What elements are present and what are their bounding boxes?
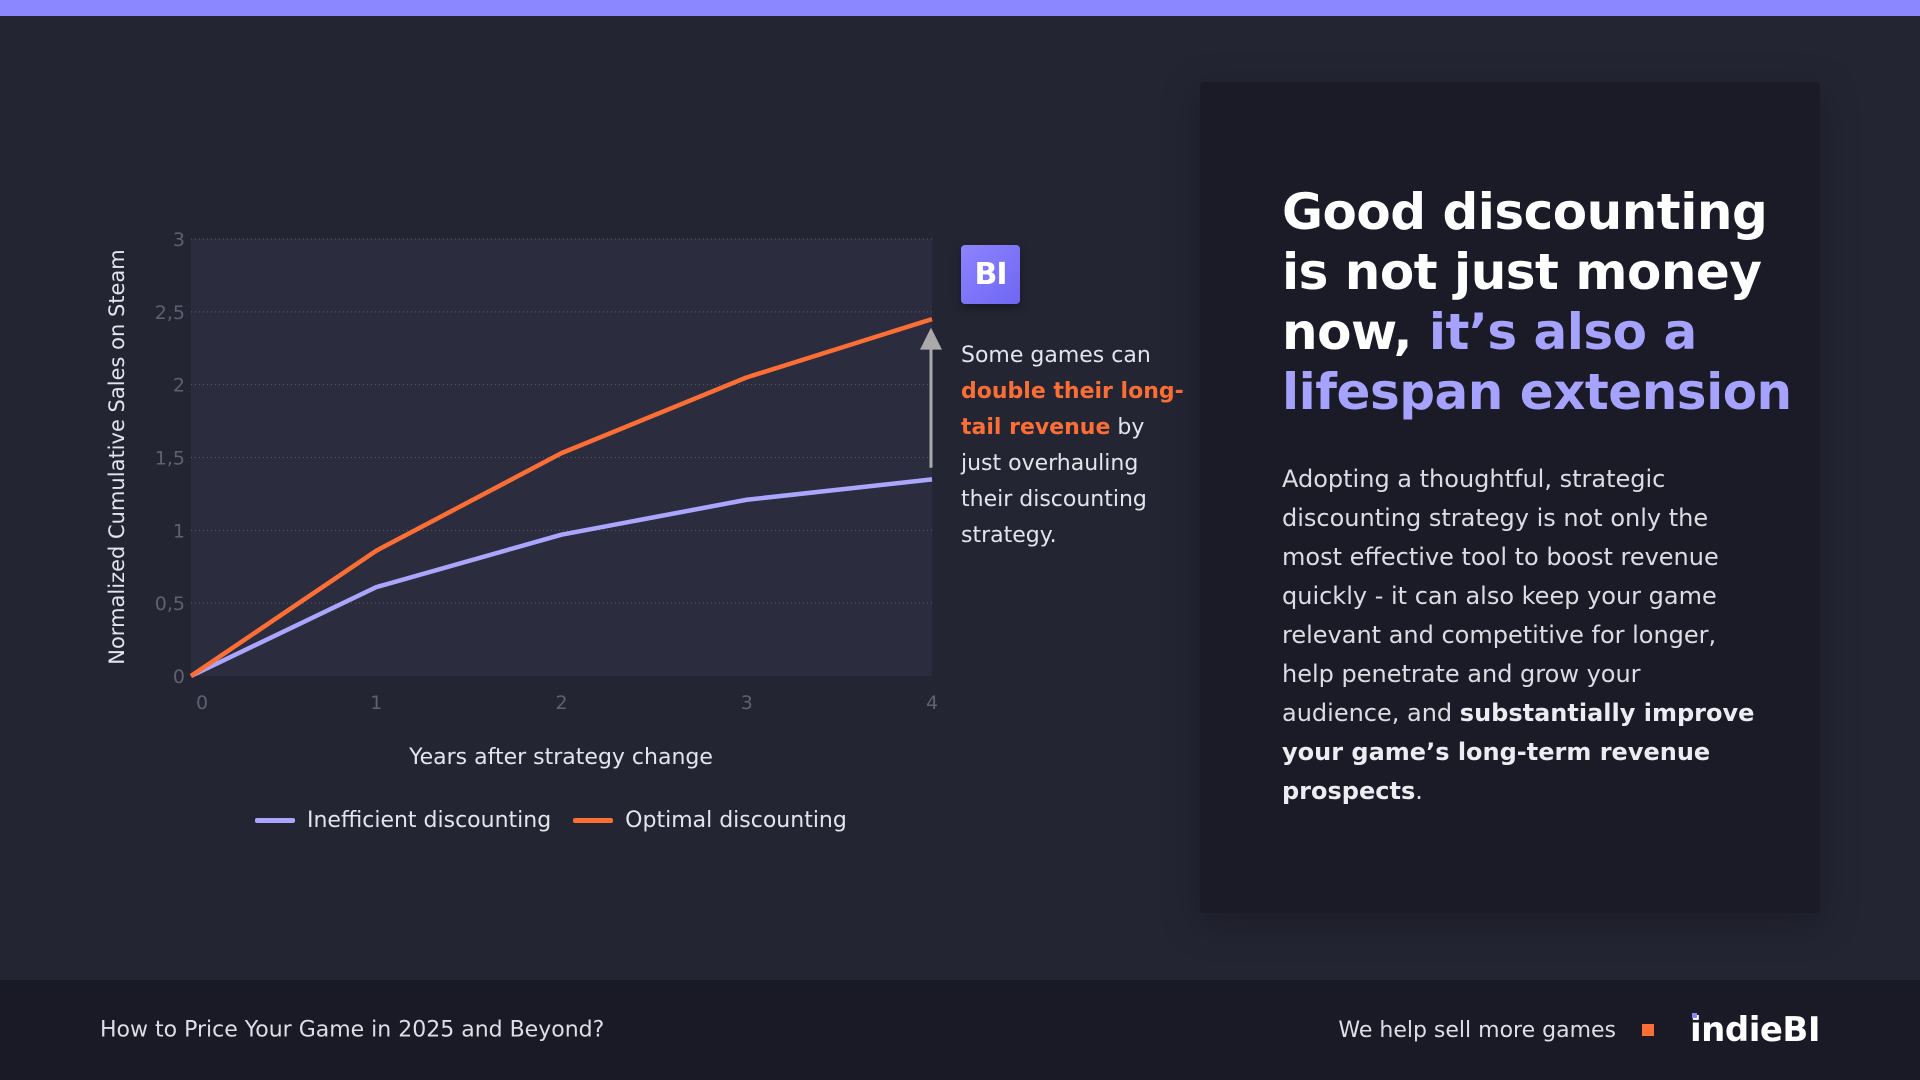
orange-square-icon <box>1642 1024 1655 1036</box>
annotation-highlight: double their long-tail revenue <box>961 379 1184 440</box>
x-tick-label: 0 <box>196 692 208 714</box>
x-tick-label: 4 <box>926 692 938 714</box>
legend-label: Optimal discounting <box>625 808 847 833</box>
headline-accent: it’s also a lifespan extension <box>1282 303 1792 421</box>
y-tick-label: 3 <box>173 229 185 251</box>
chart-annotation: Some games can double their long-tail re… <box>961 338 1191 554</box>
legend-swatch-inefficient <box>255 818 295 823</box>
x-tick-label: 1 <box>370 692 382 714</box>
footer-tagline: We help sell more games <box>1338 1017 1617 1043</box>
y-tick-label: 2 <box>173 375 185 397</box>
body-regular: Adopting a thoughtful, strategic discoun… <box>1282 465 1719 727</box>
indiebi-logo-icon: BI <box>961 245 1020 304</box>
panel-headline: Good discounting is not just money now, … <box>1282 182 1802 422</box>
x-tick-label: 3 <box>741 692 753 714</box>
y-tick-label: 2,5 <box>155 302 185 324</box>
annotation-text: Some games can <box>961 343 1151 368</box>
y-tick-label: 1 <box>173 520 185 542</box>
indiebi-wordmark[interactable]: indieBI <box>1690 1010 1820 1050</box>
legend-label: Inefficient discounting <box>307 808 552 833</box>
body-bold: substantially improve your game’s long-t… <box>1282 699 1755 805</box>
plot-background <box>191 239 932 676</box>
series-line <box>189 316 933 678</box>
y-tick-label: 0,5 <box>155 593 185 615</box>
x-tick-label: 2 <box>555 692 567 714</box>
series-line <box>190 477 933 679</box>
headline-main: Good discounting is not just money now, <box>1282 183 1768 361</box>
y-tick-label: 1,5 <box>155 448 185 470</box>
panel-body: Adopting a thoughtful, strategic discoun… <box>1282 460 1762 811</box>
line-chart-plot: 0 0,5 1 1,5 2 2,5 3 0 1 2 3 4 <box>155 229 942 714</box>
chart-legend: Inefficient discounting Optimal discount… <box>255 808 847 833</box>
top-accent-bar <box>0 0 1920 16</box>
legend-item-optimal: Optimal discounting <box>573 808 847 833</box>
y-tick-label: 0 <box>173 666 185 688</box>
legend-item-inefficient: Inefficient discounting <box>255 808 551 833</box>
footer-title: How to Price Your Game in 2025 and Beyon… <box>100 1017 605 1043</box>
legend-swatch-optimal <box>573 818 614 823</box>
y-axis-label: Normalized Cumulative Sales on Steam <box>105 249 129 665</box>
annotation-text-end: by just overhauling their discounting st… <box>961 415 1147 548</box>
body-end: . <box>1415 777 1423 805</box>
footer: How to Price Your Game in 2025 and Beyon… <box>0 980 1920 1080</box>
logo-text: indieBI <box>1690 1010 1820 1050</box>
badge-text: BI <box>974 257 1007 292</box>
x-axis-label: Years after strategy change <box>409 745 713 770</box>
footer-brand: We help sell more games indieBI <box>1338 1010 1820 1050</box>
logo-dot-icon <box>1692 1013 1698 1018</box>
info-panel: Good discounting is not just money now, … <box>1200 82 1820 913</box>
chart: 0 0,5 1 1,5 2 2,5 3 0 1 2 3 4 Normalized Cumulative… <box>105 229 942 833</box>
arrow-head-icon <box>920 327 942 350</box>
